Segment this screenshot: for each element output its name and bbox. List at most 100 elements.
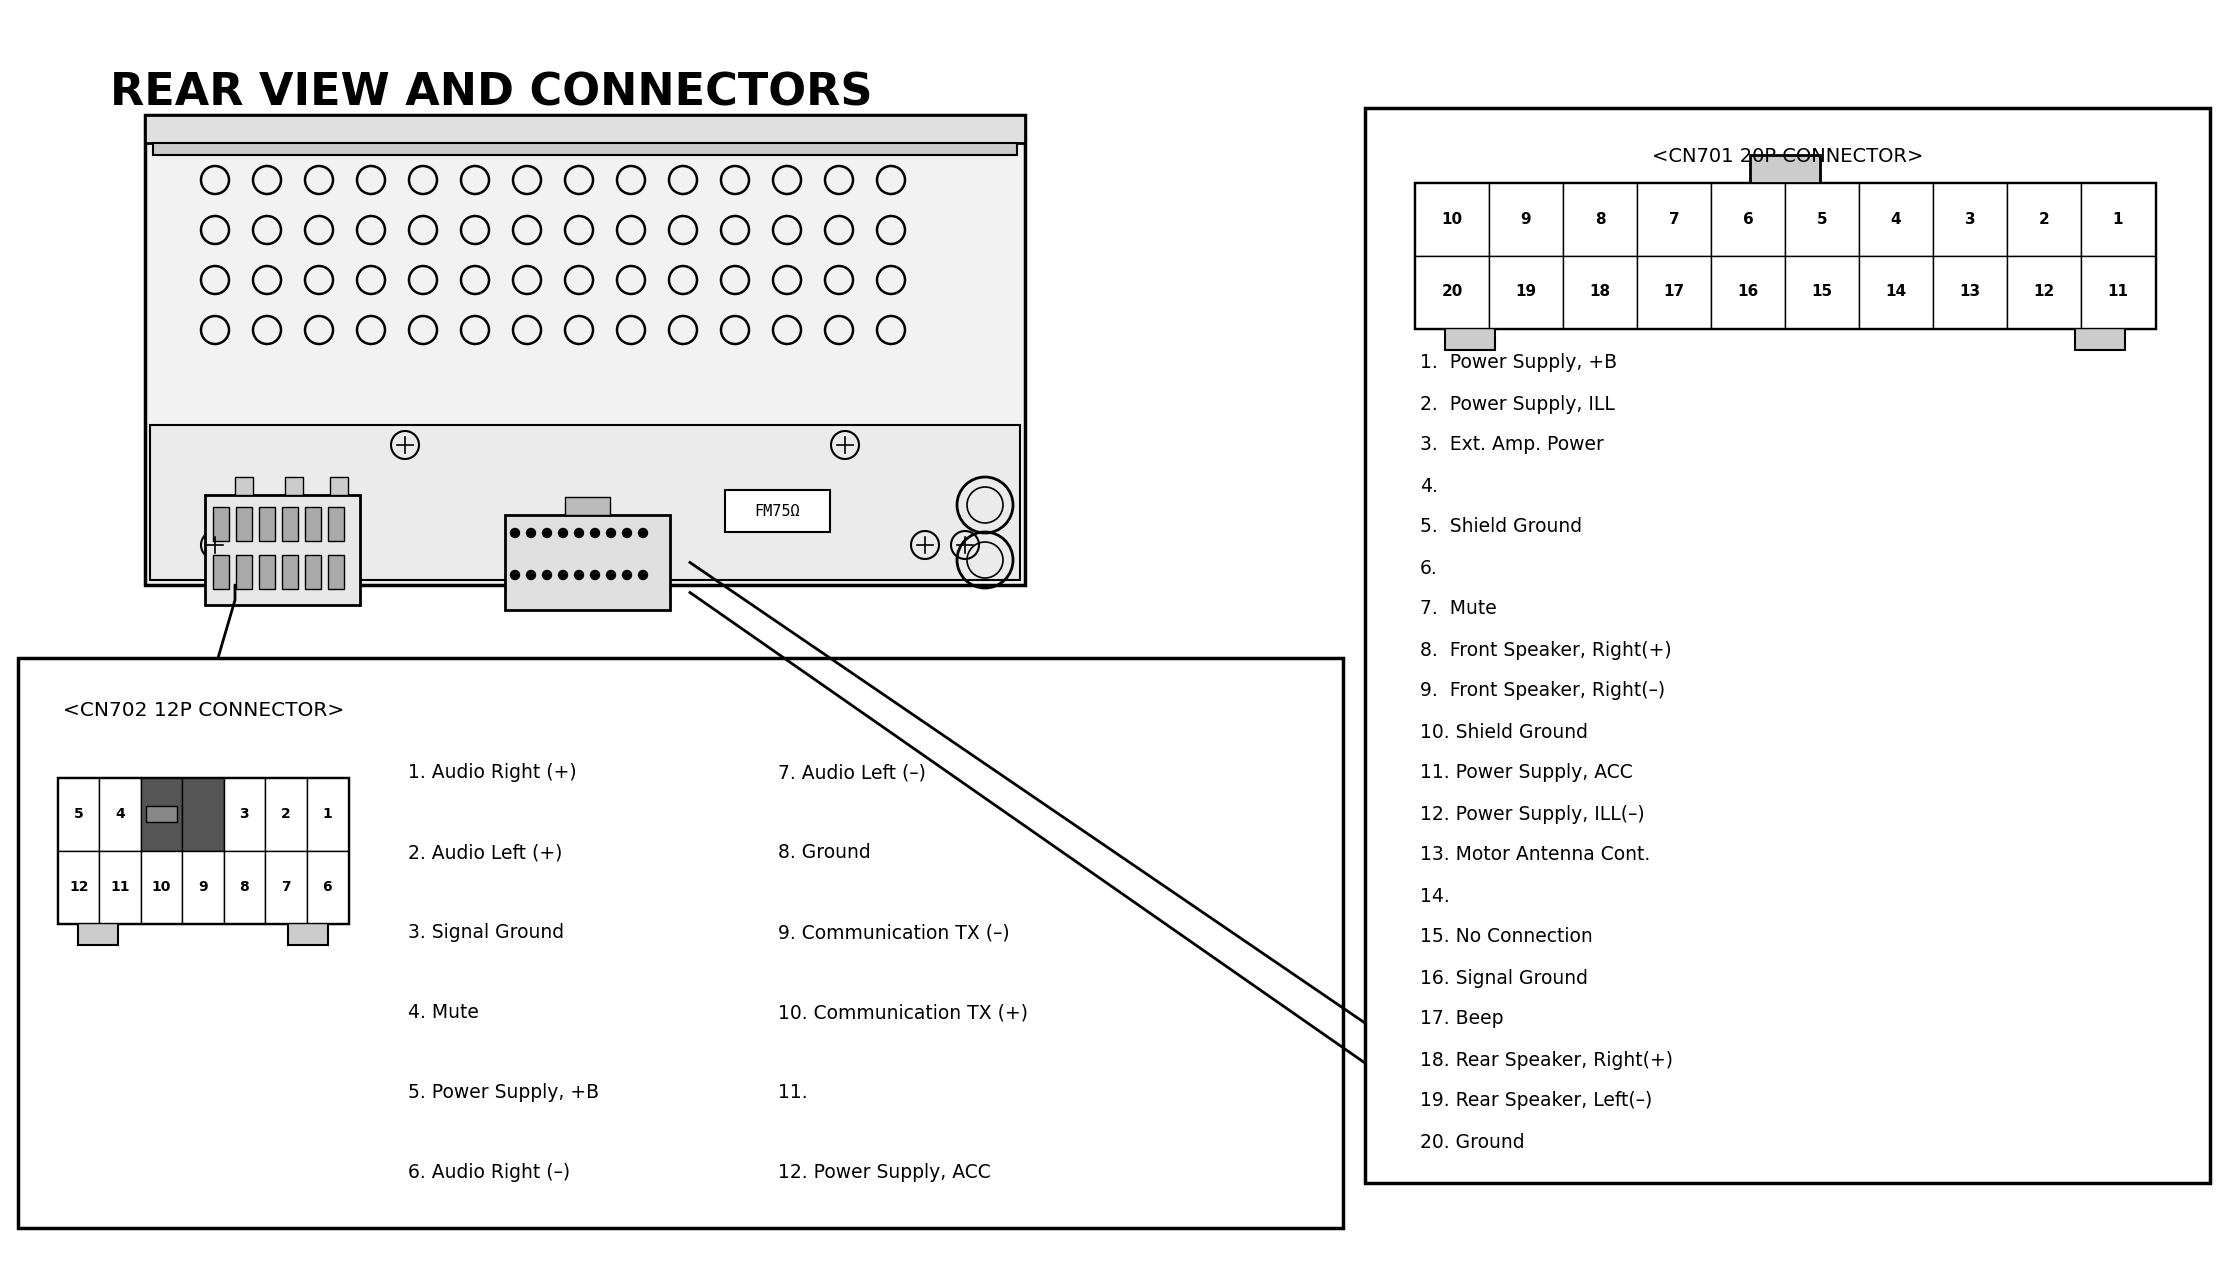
Text: 14: 14 [1885, 285, 1905, 299]
Bar [285, 477, 303, 495]
Bar [265, 851, 307, 923]
Circle shape [559, 571, 568, 580]
Text: FM75Ω: FM75Ω [755, 504, 799, 519]
Bar [2008, 256, 2081, 328]
Text: 4. Mute: 4. Mute [407, 1004, 479, 1023]
Text: 17. Beep: 17. Beep [1420, 1009, 1503, 1028]
Bar [1859, 184, 1932, 256]
Circle shape [639, 528, 648, 538]
Text: 11: 11 [111, 880, 129, 894]
Bar [236, 477, 254, 495]
Text: 2: 2 [2039, 211, 2050, 227]
Bar [307, 779, 347, 851]
Text: 7. Audio Left (–): 7. Audio Left (–) [779, 763, 926, 782]
Text: 4: 4 [1890, 211, 1901, 227]
Text: 8: 8 [240, 880, 249, 894]
Bar [183, 779, 225, 851]
Circle shape [510, 528, 519, 538]
Bar [1416, 184, 2155, 328]
Bar [283, 506, 298, 541]
Text: 20. Ground: 20. Ground [1420, 1133, 1525, 1152]
Bar [183, 851, 225, 923]
Text: 15. No Connection: 15. No Connection [1420, 928, 1594, 947]
Text: 3. Signal Ground: 3. Signal Ground [407, 923, 563, 942]
Bar [2081, 256, 2155, 328]
Bar [1785, 256, 1859, 328]
Circle shape [574, 571, 583, 580]
Text: 10. Shield Ground: 10. Shield Ground [1420, 723, 1587, 742]
Text: 11. Power Supply, ACC: 11. Power Supply, ACC [1420, 763, 1632, 782]
Text: 4: 4 [116, 808, 125, 822]
Bar [305, 555, 321, 589]
Bar [565, 498, 610, 515]
Bar [1416, 256, 1489, 328]
Bar [1636, 256, 1712, 328]
Text: 3: 3 [1966, 211, 1974, 227]
Circle shape [590, 528, 599, 538]
Text: 12. Power Supply, ACC: 12. Power Supply, ACC [779, 1163, 991, 1182]
Text: 6: 6 [323, 880, 332, 894]
Text: 6.: 6. [1420, 558, 1438, 577]
Text: 8.  Front Speaker, Right(+): 8. Front Speaker, Right(+) [1420, 641, 1672, 660]
Bar [149, 425, 1020, 580]
Bar [78, 923, 118, 944]
Bar [154, 143, 1017, 154]
Text: 5. Power Supply, +B: 5. Power Supply, +B [407, 1084, 599, 1103]
Circle shape [559, 528, 568, 538]
Text: 12. Power Supply, ILL(–): 12. Power Supply, ILL(–) [1420, 804, 1645, 823]
Bar [1785, 184, 1859, 256]
Bar [327, 506, 345, 541]
Bar [283, 555, 298, 589]
Bar [1445, 328, 1496, 349]
Bar [1859, 256, 1932, 328]
Text: 18. Rear Speaker, Right(+): 18. Rear Speaker, Right(+) [1420, 1051, 1674, 1070]
Text: 13: 13 [1959, 285, 1981, 299]
Bar [100, 851, 140, 923]
Bar [1932, 256, 2008, 328]
Text: 13. Motor Antenna Cont.: 13. Motor Antenna Cont. [1420, 846, 1649, 865]
Text: 7: 7 [280, 880, 292, 894]
Bar [18, 658, 1342, 1228]
Text: 9: 9 [1520, 211, 1531, 227]
Circle shape [528, 571, 536, 580]
Bar [1489, 184, 1563, 256]
Text: 8: 8 [1594, 211, 1605, 227]
Text: 10. Communication TX (+): 10. Communication TX (+) [779, 1004, 1028, 1023]
Text: 10: 10 [1442, 211, 1462, 227]
Bar [307, 851, 347, 923]
Bar [1750, 154, 1821, 184]
Text: 6. Audio Right (–): 6. Audio Right (–) [407, 1163, 570, 1182]
Bar [147, 806, 178, 822]
Circle shape [528, 528, 536, 538]
Bar [236, 555, 252, 589]
Bar [58, 851, 100, 923]
Circle shape [623, 571, 632, 580]
Text: 17: 17 [1663, 285, 1685, 299]
Bar [726, 490, 830, 532]
Bar [1489, 256, 1563, 328]
Text: 9.  Front Speaker, Right(–): 9. Front Speaker, Right(–) [1420, 681, 1665, 700]
Bar [214, 506, 229, 541]
Bar [258, 506, 276, 541]
Bar [1712, 184, 1785, 256]
Bar [1563, 256, 1636, 328]
Bar [58, 779, 100, 851]
Circle shape [605, 571, 617, 580]
Bar [2008, 184, 2081, 256]
Bar [329, 477, 347, 495]
Text: 11: 11 [2108, 285, 2128, 299]
Circle shape [543, 571, 552, 580]
Text: 12: 12 [69, 880, 89, 894]
Bar [287, 923, 327, 944]
Text: 16. Signal Ground: 16. Signal Ground [1420, 968, 1587, 987]
Bar [236, 506, 252, 541]
Bar [225, 851, 265, 923]
Text: 2.  Power Supply, ILL: 2. Power Supply, ILL [1420, 395, 1614, 414]
Bar [1416, 184, 1489, 256]
Text: 18: 18 [1589, 285, 1612, 299]
Text: 14.: 14. [1420, 886, 1449, 905]
Text: 2. Audio Left (+): 2. Audio Left (+) [407, 843, 563, 862]
Text: 1.  Power Supply, +B: 1. Power Supply, +B [1420, 353, 1616, 372]
Circle shape [574, 528, 583, 538]
Bar [327, 555, 345, 589]
